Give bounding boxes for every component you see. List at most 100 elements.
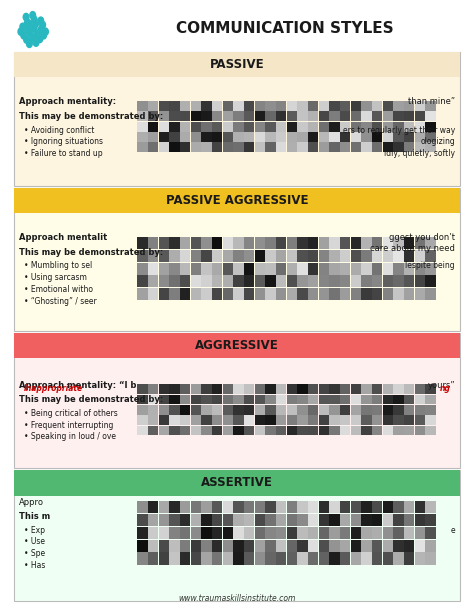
Bar [169, 540, 180, 552]
Bar [191, 405, 201, 415]
Bar [244, 501, 254, 513]
Bar [169, 426, 180, 435]
Bar [393, 237, 403, 249]
Bar [201, 132, 211, 142]
Bar [425, 384, 436, 394]
Bar [393, 395, 403, 404]
Bar [233, 143, 244, 152]
Bar [319, 514, 329, 526]
Bar [340, 426, 350, 435]
Bar [351, 101, 361, 111]
Bar [372, 415, 382, 425]
Bar [340, 415, 350, 425]
Bar [223, 101, 233, 111]
Bar [404, 527, 414, 539]
Text: ng: ng [439, 384, 450, 393]
Bar [212, 111, 222, 121]
Bar [265, 395, 275, 404]
Bar [265, 250, 275, 262]
Bar [169, 275, 180, 287]
Bar [180, 540, 190, 552]
Bar [159, 101, 169, 111]
Bar [361, 288, 372, 300]
Bar [201, 501, 211, 513]
Bar [212, 237, 222, 249]
Bar [340, 262, 350, 275]
Bar [201, 552, 211, 565]
Bar [372, 132, 382, 142]
Bar [298, 426, 308, 435]
Bar [233, 101, 244, 111]
Bar [287, 527, 297, 539]
Circle shape [21, 32, 27, 39]
Bar [351, 405, 361, 415]
Bar [244, 552, 254, 565]
Bar [244, 275, 254, 287]
Bar [191, 143, 201, 152]
Bar [372, 405, 382, 415]
Bar [319, 426, 329, 435]
Bar [361, 426, 372, 435]
Bar [244, 262, 254, 275]
Bar [233, 540, 244, 552]
Bar [287, 384, 297, 394]
Bar [137, 415, 147, 425]
Bar [180, 527, 190, 539]
Bar [393, 415, 403, 425]
Bar [404, 122, 414, 132]
Bar [361, 262, 372, 275]
Bar [148, 415, 158, 425]
Text: COMMUNICATION STYLES: COMMUNICATION STYLES [175, 21, 393, 36]
Bar [425, 552, 436, 565]
Bar [361, 527, 372, 539]
Bar [159, 501, 169, 513]
Bar [393, 501, 403, 513]
Bar [255, 122, 265, 132]
Bar [393, 405, 403, 415]
Text: • Ignoring situations: • Ignoring situations [24, 138, 103, 146]
Bar [244, 143, 254, 152]
Bar [319, 250, 329, 262]
Bar [351, 384, 361, 394]
Bar [191, 384, 201, 394]
Bar [415, 250, 425, 262]
Bar [329, 540, 339, 552]
Bar [255, 395, 265, 404]
Bar [372, 237, 382, 249]
Bar [159, 143, 169, 152]
Bar [159, 514, 169, 526]
Bar [319, 527, 329, 539]
Bar [191, 275, 201, 287]
Bar [308, 101, 318, 111]
Bar [148, 540, 158, 552]
Text: • Emotional witho: • Emotional witho [24, 285, 93, 294]
Bar [223, 275, 233, 287]
Bar [308, 501, 318, 513]
Bar [383, 275, 393, 287]
Bar [415, 384, 425, 394]
Bar [223, 415, 233, 425]
Bar [308, 552, 318, 565]
Bar [308, 122, 318, 132]
Bar [383, 288, 393, 300]
Bar [319, 275, 329, 287]
Bar [265, 552, 275, 565]
Bar [137, 527, 147, 539]
Bar [212, 384, 222, 394]
Text: PASSIVE AGGRESSIVE: PASSIVE AGGRESSIVE [166, 194, 308, 207]
Bar [233, 250, 244, 262]
Bar [361, 237, 372, 249]
Bar [308, 275, 318, 287]
Bar [137, 384, 147, 394]
Bar [340, 288, 350, 300]
Bar [276, 415, 286, 425]
Bar [372, 501, 382, 513]
Bar [180, 384, 190, 394]
Bar [212, 540, 222, 552]
Bar [308, 540, 318, 552]
Bar [180, 132, 190, 142]
Bar [244, 426, 254, 435]
Bar [137, 132, 147, 142]
Bar [298, 514, 308, 526]
Text: ers to regularly get their way: ers to regularly get their way [343, 125, 455, 135]
